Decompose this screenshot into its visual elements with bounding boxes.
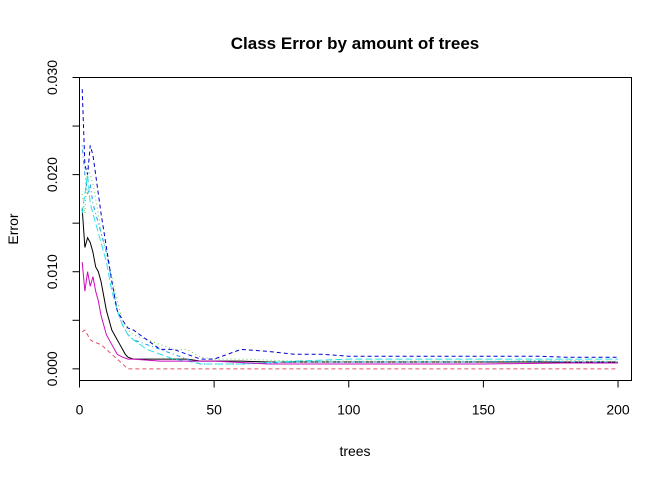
x-tick-label: 100 <box>337 402 361 418</box>
x-axis-label: trees <box>339 443 370 459</box>
x-tick-label: 50 <box>206 402 222 418</box>
y-tick-label: 0.000 <box>44 351 60 386</box>
series-layer <box>81 89 619 370</box>
y-tick-label: 0.020 <box>44 157 60 192</box>
series-line-4 <box>81 145 619 365</box>
x-tick-label: 150 <box>472 402 496 418</box>
series-line-1 <box>81 208 619 363</box>
x-tick-label: 200 <box>606 402 630 418</box>
series-line-7 <box>81 89 619 360</box>
series-line-5 <box>81 174 619 365</box>
y-tick-label: 0.030 <box>44 60 60 95</box>
x-tick-label: 0 <box>76 402 84 418</box>
x-axis: 0 50 100 150 200 <box>76 380 630 418</box>
y-axis: 0.000 0.010 0.020 0.030 <box>44 60 80 386</box>
series-line-3 <box>81 164 619 362</box>
y-tick-label: 0.010 <box>44 254 60 289</box>
y-axis-label: Error <box>5 213 21 244</box>
chart-title: Class Error by amount of trees <box>231 34 479 53</box>
series-line-6 <box>81 261 619 365</box>
plot-frame <box>79 77 632 381</box>
